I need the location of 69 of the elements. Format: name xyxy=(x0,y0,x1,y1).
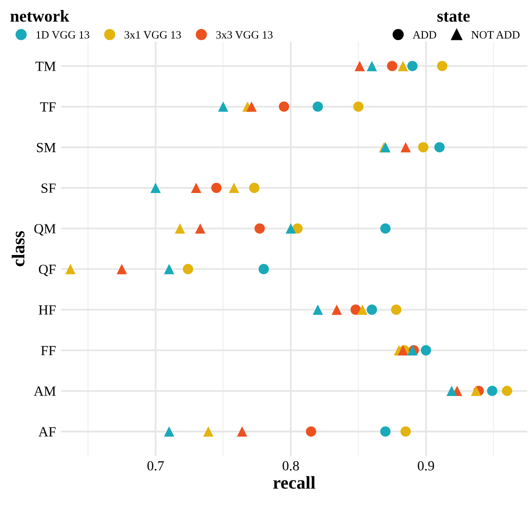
point xyxy=(420,345,432,356)
y-tick-label: TM xyxy=(36,62,56,71)
point xyxy=(218,102,228,112)
point xyxy=(434,142,445,152)
point xyxy=(312,304,323,315)
y-tick-label: AF xyxy=(38,427,56,436)
point xyxy=(354,60,365,72)
point xyxy=(357,304,368,315)
point xyxy=(211,182,222,194)
text: NOT ADD xyxy=(471,31,520,39)
point xyxy=(400,142,411,152)
legend-label: 1D VGG 13 xyxy=(36,31,90,39)
y-tick-label: HF xyxy=(38,305,56,315)
point xyxy=(150,182,161,194)
x-tick-label: 0.7 xyxy=(147,461,164,471)
y-tick-label: FF xyxy=(41,346,56,356)
point xyxy=(398,60,408,72)
point xyxy=(164,264,174,274)
x-tick-label: 0.9 xyxy=(418,461,434,471)
point xyxy=(249,182,260,194)
y-tick-label: TF xyxy=(40,102,56,112)
text: ADD xyxy=(412,31,436,38)
point xyxy=(391,304,402,315)
y-tick-label: SF xyxy=(42,183,56,193)
point xyxy=(380,426,391,437)
point xyxy=(65,264,76,274)
x-axis-title: recall xyxy=(273,476,316,489)
point xyxy=(380,223,391,234)
legend-title: network xyxy=(10,10,70,22)
point xyxy=(254,223,265,234)
legend-label: 3x1 VGG 13 xyxy=(124,31,181,39)
y-axis-title: class xyxy=(12,231,24,266)
point xyxy=(350,304,361,315)
point xyxy=(258,264,269,274)
legend-label: 3x3 VGG 13 xyxy=(216,31,273,39)
point xyxy=(437,60,448,72)
point xyxy=(190,182,202,194)
point xyxy=(470,386,482,396)
point xyxy=(174,223,186,234)
point xyxy=(228,182,240,194)
point xyxy=(487,386,498,396)
point xyxy=(195,223,206,234)
point xyxy=(286,223,296,234)
point xyxy=(502,386,512,396)
text: state xyxy=(437,12,470,22)
point xyxy=(366,304,378,315)
point xyxy=(182,264,194,274)
point xyxy=(332,304,342,315)
x-tick-label: 0.8 xyxy=(282,461,299,471)
point xyxy=(278,102,290,112)
y-tick-label: QM xyxy=(34,224,56,236)
point xyxy=(292,223,303,234)
point xyxy=(203,426,214,437)
point xyxy=(236,426,248,437)
point xyxy=(400,426,411,437)
point xyxy=(418,142,428,152)
point xyxy=(306,426,316,437)
y-tick-label: AM xyxy=(34,386,56,396)
point xyxy=(116,264,127,274)
y-tick-label: SM xyxy=(36,142,56,152)
point xyxy=(366,60,378,72)
y-tick-label: QF xyxy=(38,264,56,276)
point xyxy=(353,102,364,112)
point xyxy=(387,60,398,72)
point xyxy=(407,60,418,72)
point xyxy=(246,102,257,112)
point xyxy=(446,386,457,396)
point xyxy=(164,426,174,437)
point xyxy=(312,102,323,112)
